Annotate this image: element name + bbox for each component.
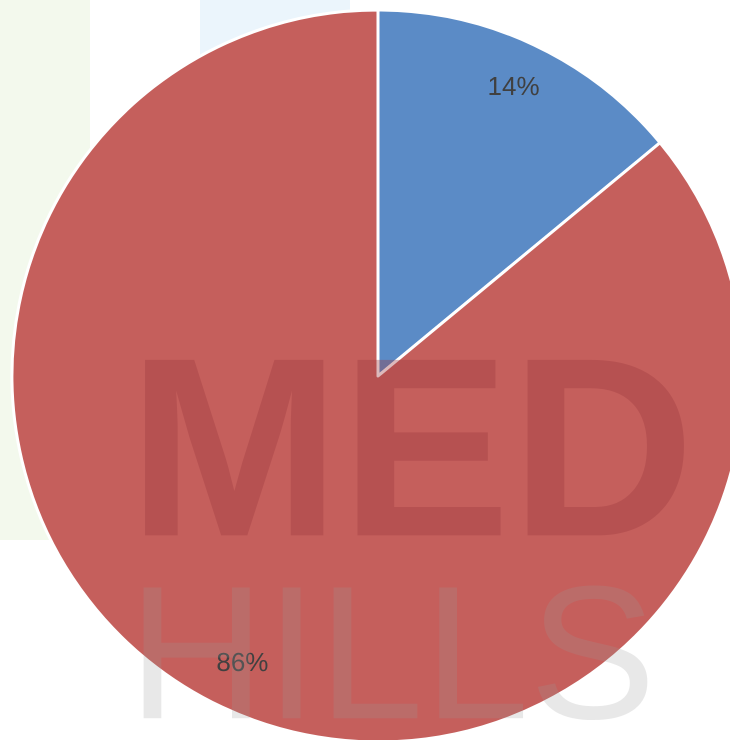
data-label: 86% xyxy=(216,647,268,677)
data-label: 14% xyxy=(488,71,540,101)
pie-slice xyxy=(376,8,662,378)
pie xyxy=(10,8,730,740)
watermark-text: HILLS xyxy=(128,547,656,740)
pie-slice xyxy=(10,8,730,740)
pie-labels: 14% 86% xyxy=(216,71,539,677)
watermark-text: MED xyxy=(128,305,695,590)
